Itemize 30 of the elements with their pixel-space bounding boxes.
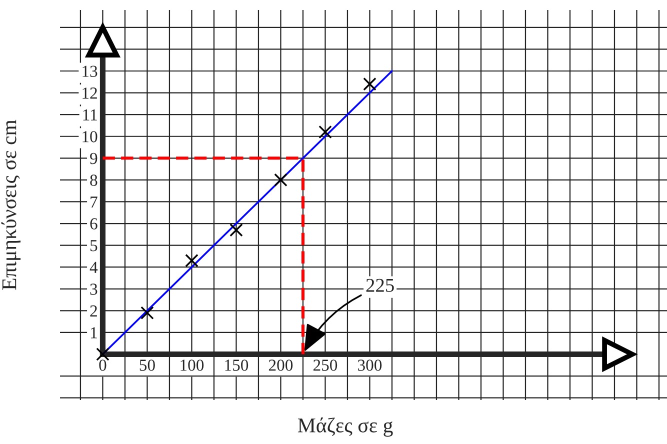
x-tick-label: 0 — [99, 360, 106, 371]
y-tick-label: 4 — [90, 262, 98, 273]
point — [185, 254, 198, 268]
x-tick-label: 200 — [268, 360, 293, 371]
x-tick-label: 150 — [225, 360, 248, 371]
y-tick-label: 11 — [83, 109, 97, 120]
y-tick-label: 6 — [90, 218, 98, 230]
point — [96, 348, 110, 361]
point — [230, 223, 243, 237]
x-tick-label: 250 — [313, 360, 338, 371]
point — [140, 306, 154, 320]
point — [363, 77, 376, 91]
x-tick-label: 300 — [358, 360, 382, 371]
y-axis-title: Επιμηκύνσεις σε cm — [1, 120, 21, 290]
point — [274, 173, 288, 187]
y-tick-label: 13 — [82, 66, 98, 77]
y-tick-label: 1 — [90, 327, 97, 338]
y-tick-label: 12 — [82, 88, 97, 99]
y-tick-label: 5 — [90, 240, 98, 252]
point — [318, 125, 332, 139]
y-tick-label: 3 — [90, 284, 98, 295]
y-tick-label: 7 — [90, 196, 98, 208]
x-axis-title: Μάζες σε g — [298, 418, 393, 437]
y-tick-label: 2 — [90, 305, 97, 316]
y-tick-label: 8 — [90, 174, 98, 186]
annotation: 225 — [366, 278, 394, 292]
y-tick-label: 9 — [90, 152, 98, 164]
x-tick-label: 100 — [180, 360, 204, 371]
y-tick-label: 10 — [82, 131, 98, 142]
x-tick-label: 50 — [140, 360, 155, 371]
